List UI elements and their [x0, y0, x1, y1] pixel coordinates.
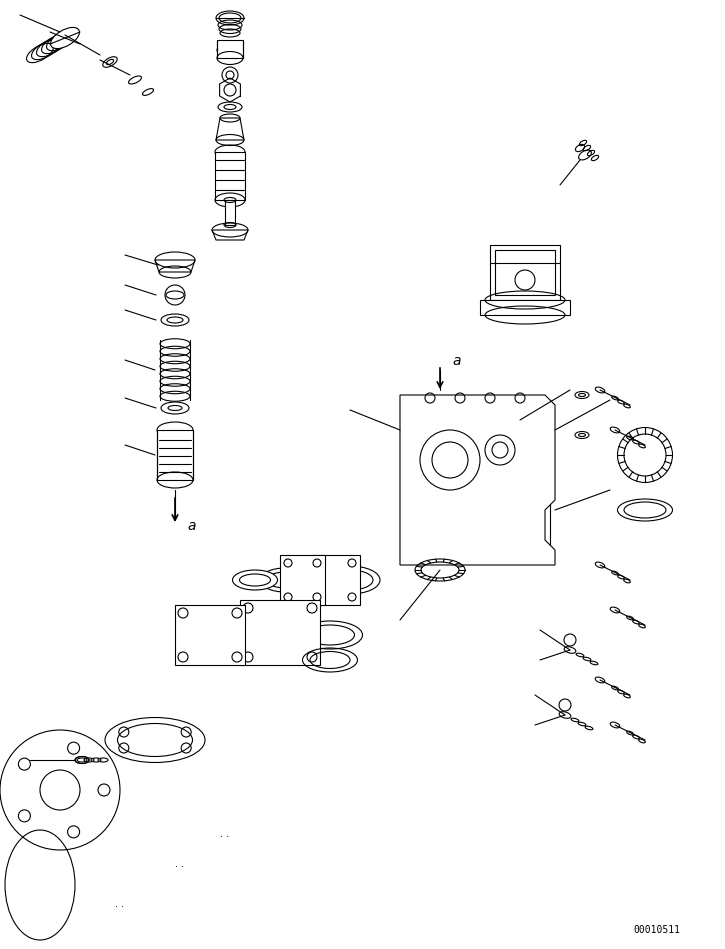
Circle shape: [0, 730, 120, 850]
Polygon shape: [216, 118, 244, 140]
Polygon shape: [155, 260, 195, 272]
Text: · ·: · ·: [220, 832, 229, 842]
Ellipse shape: [105, 717, 205, 762]
Ellipse shape: [222, 637, 274, 659]
Text: 00010511: 00010511: [633, 925, 680, 935]
Ellipse shape: [233, 570, 278, 590]
Ellipse shape: [256, 632, 314, 658]
Polygon shape: [400, 400, 550, 560]
Text: a: a: [187, 519, 196, 533]
Polygon shape: [215, 152, 245, 200]
Bar: [225, 200, 235, 225]
Polygon shape: [240, 600, 320, 665]
Polygon shape: [157, 430, 193, 480]
Polygon shape: [175, 605, 245, 665]
Polygon shape: [212, 230, 248, 240]
Text: · ·: · ·: [115, 902, 124, 912]
Bar: [217, 40, 243, 58]
Text: · ·: · ·: [175, 862, 184, 872]
Bar: [495, 250, 555, 295]
Ellipse shape: [288, 567, 342, 593]
Ellipse shape: [187, 640, 233, 660]
Polygon shape: [280, 555, 325, 605]
Polygon shape: [400, 395, 555, 565]
Text: a: a: [452, 354, 460, 368]
Ellipse shape: [216, 11, 244, 25]
Ellipse shape: [320, 566, 380, 594]
Ellipse shape: [51, 28, 80, 48]
Polygon shape: [490, 245, 560, 300]
Ellipse shape: [260, 568, 310, 592]
Ellipse shape: [297, 621, 362, 649]
Polygon shape: [480, 300, 570, 315]
Polygon shape: [310, 555, 360, 605]
